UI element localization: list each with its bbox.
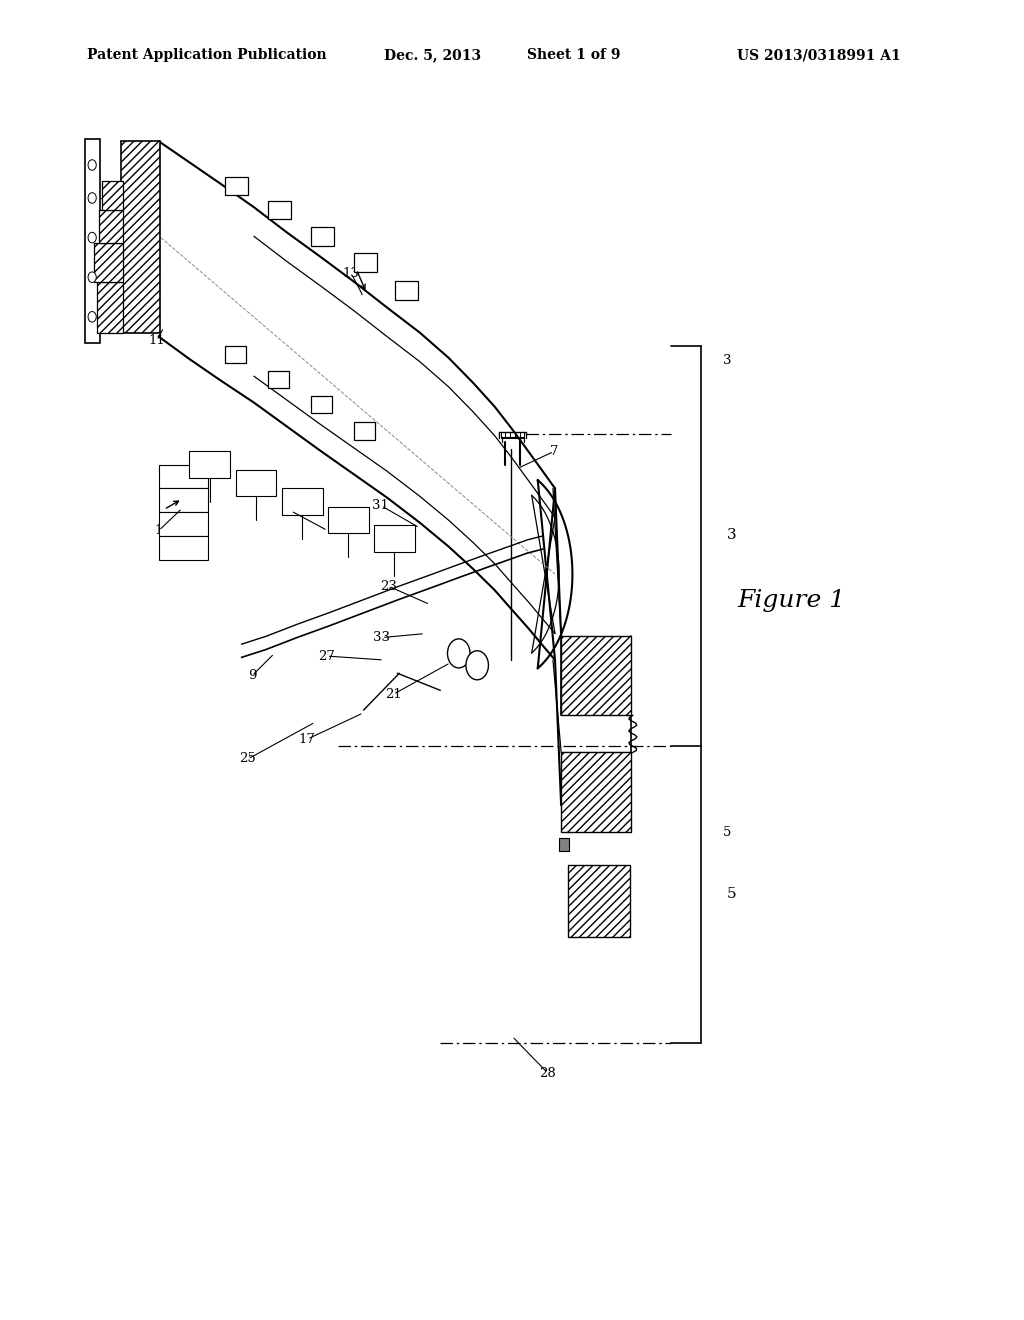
Bar bbox=[159, 465, 208, 488]
Bar bbox=[268, 201, 291, 219]
Circle shape bbox=[447, 639, 470, 668]
Bar bbox=[121, 141, 160, 333]
Bar bbox=[225, 177, 248, 195]
Bar bbox=[559, 838, 569, 851]
Text: US 2013/0318991 A1: US 2013/0318991 A1 bbox=[737, 49, 901, 62]
Text: 31: 31 bbox=[373, 499, 389, 512]
Text: 23: 23 bbox=[380, 579, 396, 593]
Bar bbox=[99, 210, 123, 243]
Text: 15: 15 bbox=[283, 504, 299, 517]
Bar bbox=[568, 865, 630, 937]
Bar bbox=[121, 141, 160, 333]
Bar bbox=[374, 525, 415, 552]
Bar bbox=[159, 536, 208, 560]
Text: 5: 5 bbox=[727, 887, 736, 900]
Bar bbox=[159, 512, 208, 536]
Bar bbox=[561, 636, 631, 715]
Bar bbox=[568, 865, 630, 937]
Bar bbox=[189, 451, 230, 478]
Circle shape bbox=[88, 312, 96, 322]
Bar bbox=[159, 488, 208, 512]
Bar bbox=[225, 346, 246, 363]
Bar bbox=[311, 396, 332, 413]
Text: 25: 25 bbox=[240, 752, 256, 766]
Bar bbox=[102, 181, 123, 210]
Bar bbox=[102, 181, 123, 210]
Text: 3: 3 bbox=[727, 528, 736, 541]
Text: Sheet 1 of 9: Sheet 1 of 9 bbox=[527, 49, 621, 62]
Text: Dec. 5, 2013: Dec. 5, 2013 bbox=[384, 49, 481, 62]
Bar bbox=[97, 282, 123, 333]
Bar bbox=[268, 371, 289, 388]
Bar bbox=[328, 507, 369, 533]
Text: 27: 27 bbox=[318, 649, 335, 663]
Bar bbox=[94, 243, 123, 282]
Text: 28: 28 bbox=[540, 1067, 556, 1080]
Text: 21: 21 bbox=[385, 688, 401, 701]
Text: 33: 33 bbox=[374, 631, 390, 644]
Bar bbox=[282, 488, 323, 515]
Text: 13: 13 bbox=[343, 267, 359, 280]
Circle shape bbox=[88, 160, 96, 170]
Bar bbox=[85, 139, 100, 343]
Text: Patent Application Publication: Patent Application Publication bbox=[87, 49, 327, 62]
Circle shape bbox=[88, 193, 96, 203]
Text: 11: 11 bbox=[148, 334, 165, 347]
Text: 7: 7 bbox=[550, 445, 558, 458]
Bar bbox=[561, 752, 631, 832]
Circle shape bbox=[466, 651, 488, 680]
Text: Figure 1: Figure 1 bbox=[737, 589, 846, 612]
Circle shape bbox=[88, 232, 96, 243]
Bar bbox=[561, 636, 631, 715]
Bar bbox=[99, 210, 123, 243]
Bar bbox=[311, 227, 334, 246]
Bar bbox=[236, 470, 276, 496]
Bar bbox=[354, 422, 375, 440]
Bar bbox=[94, 243, 123, 282]
Text: 1: 1 bbox=[155, 524, 163, 537]
Bar bbox=[97, 282, 123, 333]
Text: 17: 17 bbox=[299, 733, 315, 746]
Text: 3: 3 bbox=[723, 354, 731, 367]
Text: 9: 9 bbox=[248, 669, 256, 682]
Text: 5: 5 bbox=[723, 826, 731, 840]
Bar bbox=[395, 281, 418, 300]
Circle shape bbox=[88, 272, 96, 282]
Bar bbox=[354, 253, 377, 272]
Bar bbox=[561, 752, 631, 832]
